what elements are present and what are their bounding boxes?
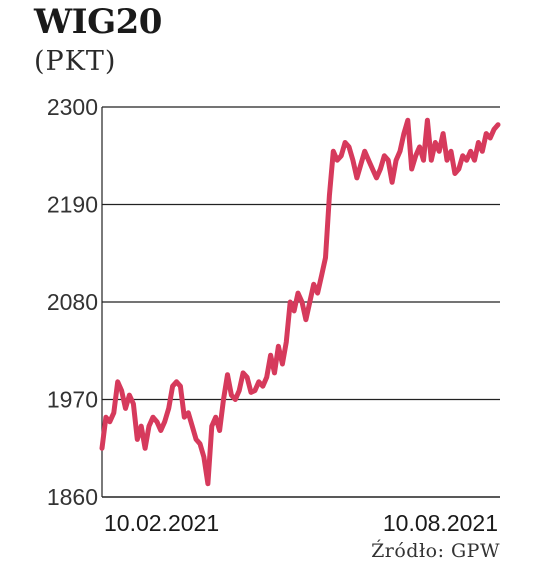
source-note: Źródło: GPW [371,540,500,562]
y-tick-label: 2080 [47,289,98,315]
y-axis-ticks: 2300 2190 2080 1970 1860 [47,94,98,510]
chart-title: WIG20 [34,2,162,42]
series-layer [99,117,501,487]
x-tick-label: 10.08.2021 [383,510,498,536]
y-tick-label: 1860 [47,484,98,510]
series-line-wig20 [99,117,501,487]
x-axis-ticks: 10.02.2021 10.08.2021 [104,510,498,536]
chart-unit: (PKT) [34,46,117,77]
y-tick-label: 1970 [47,387,98,413]
y-tick-label: 2300 [47,94,98,120]
x-tick-label: 10.02.2021 [104,510,219,536]
y-tick-label: 2190 [47,192,98,218]
